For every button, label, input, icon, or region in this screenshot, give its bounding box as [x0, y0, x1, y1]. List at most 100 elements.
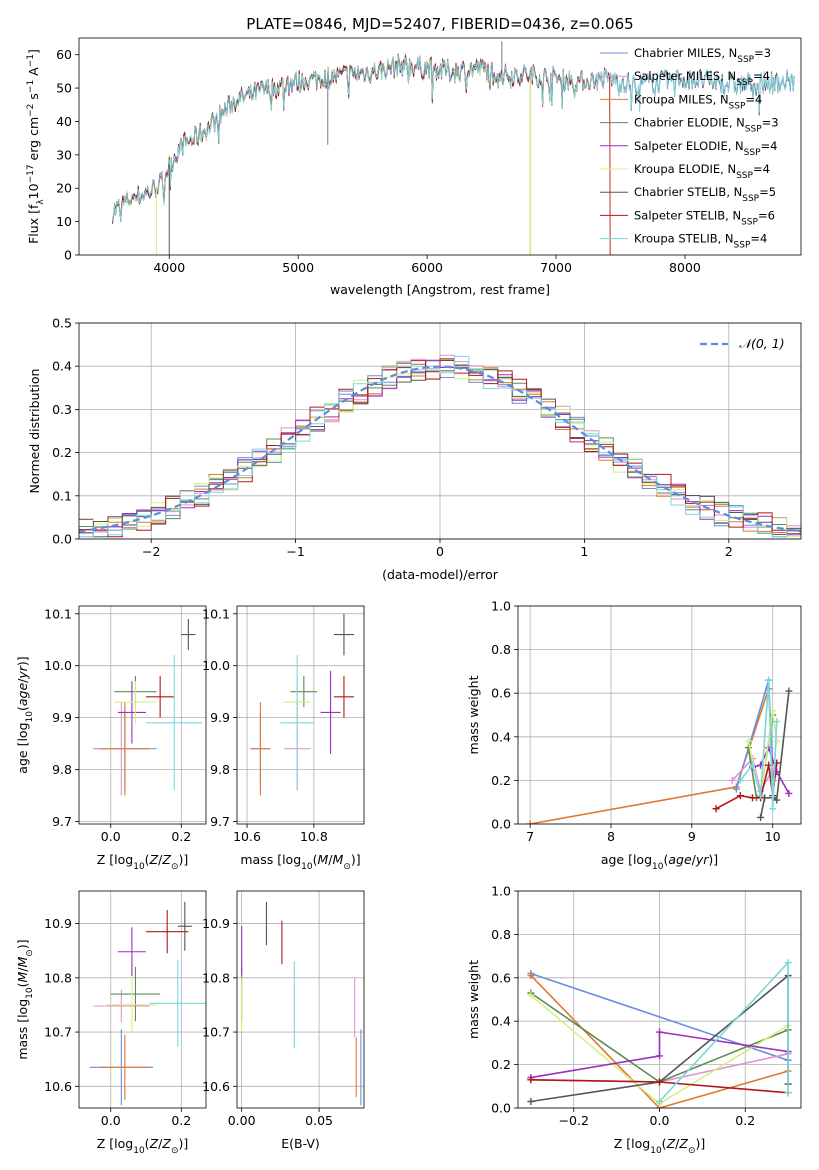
x-tick-label: 10.6	[233, 829, 261, 844]
weight-marker-kroupa_stelib	[748, 761, 756, 769]
weight-marker-kroupa_stelib	[773, 718, 781, 726]
spectrum-line-kroupa_stelib	[112, 54, 795, 222]
y-tick-label: 0.0	[491, 817, 511, 832]
y-tick-label: 10.1	[202, 606, 230, 621]
x-tick-label: 0.05	[305, 1113, 333, 1128]
normal-curve	[79, 365, 801, 533]
weight-line-kroupa_elodie	[747, 710, 778, 798]
weight-line-kroupa_miles	[529, 688, 774, 824]
y-tick-label: 10.8	[202, 970, 230, 985]
y-tick-label: 1.0	[491, 599, 511, 614]
x-tick-label: 8000	[669, 260, 701, 275]
y-tick-label: 0.2	[52, 445, 72, 460]
x-tick-label: 10	[765, 829, 781, 844]
y-tick-label: 0.6	[491, 686, 511, 701]
weight-marker-chabrier_elodie	[744, 744, 752, 752]
y-tick-label: 9.7	[210, 814, 230, 829]
axes-frame	[78, 37, 802, 256]
x-tick-label: 10.8	[300, 829, 328, 844]
y-tick-label: 0.0	[491, 1101, 511, 1116]
y-axis-label: mass weight	[466, 675, 481, 754]
figure-title: PLATE=0846, MJD=52407, FIBERID=0436, z=0…	[246, 15, 633, 33]
axes-frame	[78, 322, 802, 540]
weight-marker-kroupa_stelib	[656, 1097, 663, 1105]
weight_vs_age-panel: 7 8 9 10 0.0 0.2 0.4 0.6 0.8 1.0 age [log10(age/yr…	[466, 599, 802, 872]
x-tick-label: 0.0	[101, 1113, 121, 1128]
x-tick-label: 6000	[411, 260, 443, 275]
legend-entry-normal: 𝒩(0, 1)	[739, 336, 785, 351]
x-tick-label: 0.2	[171, 829, 191, 844]
x-tick-label: −0.2	[559, 1113, 589, 1128]
y-tick-label: 0.8	[491, 642, 511, 657]
x-axis-label: (data-model)/error	[382, 567, 499, 582]
weight-marker-salpeter_stelib	[736, 792, 744, 800]
histogram-salpeter_stelib	[79, 358, 801, 538]
x-axis-label: Z [log10(Z/Z⊙)]	[97, 1136, 189, 1156]
legend-entry-salpeter_stelib: Salpeter STELIB, NSSP=6	[634, 208, 775, 227]
x-tick-label: 0.0	[101, 829, 121, 844]
y-tick-label: 20	[56, 181, 72, 196]
y-tick-label: 0.6	[491, 970, 511, 985]
x-tick-label: 9	[688, 829, 696, 844]
weight-marker-salpeter_stelib	[748, 794, 756, 802]
weight-marker-kroupa_stelib	[736, 776, 744, 784]
y-axis-label: mass [log10(M/M⊙)]	[15, 939, 35, 1059]
weight-marker-kroupa_stelib	[769, 805, 777, 813]
weight-marker-kroupa_miles	[526, 820, 534, 824]
weight-marker-kroupa_elodie	[527, 991, 535, 999]
axes-frame	[78, 890, 207, 1109]
x-axis-label: age [log10(age/yr)]	[601, 852, 718, 872]
y-tick-label: 0.1	[52, 488, 72, 503]
legend-entry-salpeter_elodie: Salpeter ELODIE, NSSP=4	[634, 139, 777, 158]
weight-line-salpeter_elodie	[530, 1031, 789, 1079]
weight-line-kroupa_stelib	[658, 960, 789, 1103]
y-tick-label: 9.9	[52, 710, 72, 725]
y-tick-label: 30	[56, 147, 72, 162]
weight-marker-kroupa_stelib	[765, 676, 773, 684]
residuals-plot-area	[79, 354, 801, 538]
mass_vs_z-panel: 0.0 0.2 10.6 10.7 10.8 10.9 Z [log10(Z/Z⊙)] mas…	[15, 890, 207, 1156]
x-tick-label: 0.2	[171, 1113, 191, 1128]
x-axis-label: mass [log10(M/M⊙)]	[240, 852, 360, 872]
weight-marker-salpeter_elodie	[785, 789, 793, 797]
weight-line-kroupa_stelib	[739, 680, 778, 809]
y-tick-label: 0.0	[52, 532, 72, 547]
x-tick-label: 0.2	[735, 1113, 755, 1128]
weight-line-kroupa_miles	[530, 975, 789, 1108]
y-tick-label: 10.1	[44, 606, 72, 621]
y-tick-label: 0.8	[491, 927, 511, 942]
weight-marker-chabrier_miles	[732, 785, 740, 793]
legend-entry-kroupa_miles: Kroupa MILES, NSSP=4	[634, 92, 762, 111]
y-axis-label: mass weight	[466, 960, 481, 1039]
axes-frame	[517, 890, 802, 1109]
legend-entry-chabrier_elodie: Chabrier ELODIE, NSSP=3	[634, 116, 779, 135]
spectrum-panel: 4000 5000 6000 7000 8000 0 10 20 30 40 50 60 Chabrie…	[26, 37, 802, 297]
y-tick-label: 10.0	[44, 658, 72, 673]
mass_vs_ebv-plot-area	[241, 901, 362, 1106]
weight-marker-salpeter_elodie	[656, 1052, 663, 1060]
y-tick-label: 0.4	[491, 1014, 511, 1029]
y-tick-label: 10.8	[44, 970, 72, 985]
y-tick-label: 9.7	[52, 814, 72, 829]
weight-line-salpeter_stelib	[715, 762, 778, 810]
y-tick-label: 60	[56, 47, 72, 62]
y-tick-label: 0.2	[491, 773, 511, 788]
x-tick-label: 7000	[540, 260, 572, 275]
weight-marker-chabrier_stelib	[785, 687, 793, 695]
weight-marker-salpeter_miles	[728, 776, 736, 784]
weight-marker-kroupa_stelib	[784, 1089, 792, 1097]
mass_vs_ebv-panel: 0.00 0.05 10.6 10.7 10.8 10.9 E(B-V)	[202, 890, 365, 1151]
age_vs_mass-panel: 10.6 10.8 9.7 9.8 9.9 10.0 10.1 mass [log10(M/M…	[202, 605, 365, 872]
weight-marker-salpeter_stelib	[656, 1078, 663, 1086]
y-axis-label: Normed distribution	[27, 369, 42, 494]
x-tick-label: 7	[526, 829, 534, 844]
x-axis-label: Z [log10(Z/Z⊙)]	[614, 1136, 706, 1156]
weight-marker-kroupa_stelib	[784, 959, 792, 967]
y-tick-label: 40	[56, 114, 72, 129]
y-tick-label: 10.6	[202, 1079, 230, 1094]
weight_vs_z-panel: −0.2 0.0 0.2 0.0 0.2 0.4 0.6 0.8 1.0 Z [log10(Z/Z…	[466, 884, 802, 1156]
weight_vs_z-plot-area	[527, 959, 792, 1108]
age_vs_mass-plot-area	[250, 613, 354, 796]
y-tick-label: 9.8	[210, 762, 230, 777]
